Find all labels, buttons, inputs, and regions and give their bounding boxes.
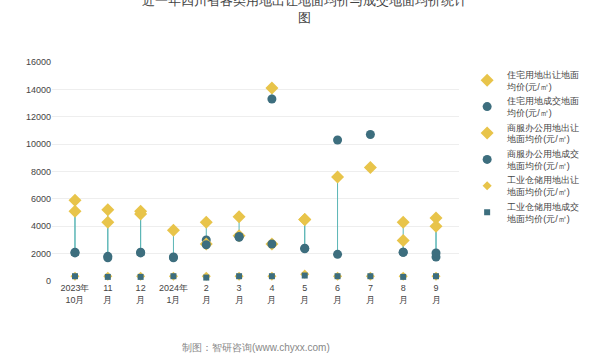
svg-text:10000: 10000 [26,139,51,149]
svg-text:4000: 4000 [31,221,51,231]
svg-text:4月: 4月 [267,283,276,305]
svg-text:8月: 8月 [399,283,408,305]
svg-text:7月: 7月 [366,283,375,305]
svg-text:近一年四川省各类用地出让地面均价与成交地面均价统计图: 近一年四川省各类用地出让地面均价与成交地面均价统计图 [142,0,467,25]
svg-text:住宅用地成交地面均价(元/㎡): 住宅用地成交地面均价(元/㎡) [506,96,579,118]
svg-text:6000: 6000 [31,194,51,204]
svg-text:8000: 8000 [31,167,51,177]
svg-text:商服办公用地出让地面均价(元/㎡): 商服办公用地出让地面均价(元/㎡) [506,123,579,145]
svg-text:16000: 16000 [26,57,51,67]
svg-text:制图：智研咨询(www.chyxx.com): 制图：智研咨询(www.chyxx.com) [182,342,330,353]
svg-text:2000: 2000 [31,249,51,259]
svg-text:11月: 11月 [103,283,112,305]
svg-text:2024年1月: 2024年1月 [159,283,188,305]
svg-text:5月: 5月 [300,283,309,305]
svg-text:工业仓储用地成交地面均价(元/㎡): 工业仓储用地成交地面均价(元/㎡) [506,202,579,224]
svg-text:2023年10月: 2023年10月 [60,283,89,305]
svg-text:商服办公用地成交地面均价(元/㎡): 商服办公用地成交地面均价(元/㎡) [506,149,579,171]
svg-text:2月: 2月 [202,283,211,305]
svg-text:12000: 12000 [26,112,51,122]
svg-text:住宅用地出让地面均价(元/㎡): 住宅用地出让地面均价(元/㎡) [506,70,579,92]
svg-text:工业仓储用地出让地面均价(元/㎡): 工业仓储用地出让地面均价(元/㎡) [506,175,579,197]
svg-text:9月: 9月 [432,283,441,305]
svg-text:14000: 14000 [26,85,51,95]
svg-text:3月: 3月 [235,283,244,305]
svg-text:12月: 12月 [136,283,146,305]
svg-text:0: 0 [46,276,51,286]
svg-text:6月: 6月 [333,283,342,305]
